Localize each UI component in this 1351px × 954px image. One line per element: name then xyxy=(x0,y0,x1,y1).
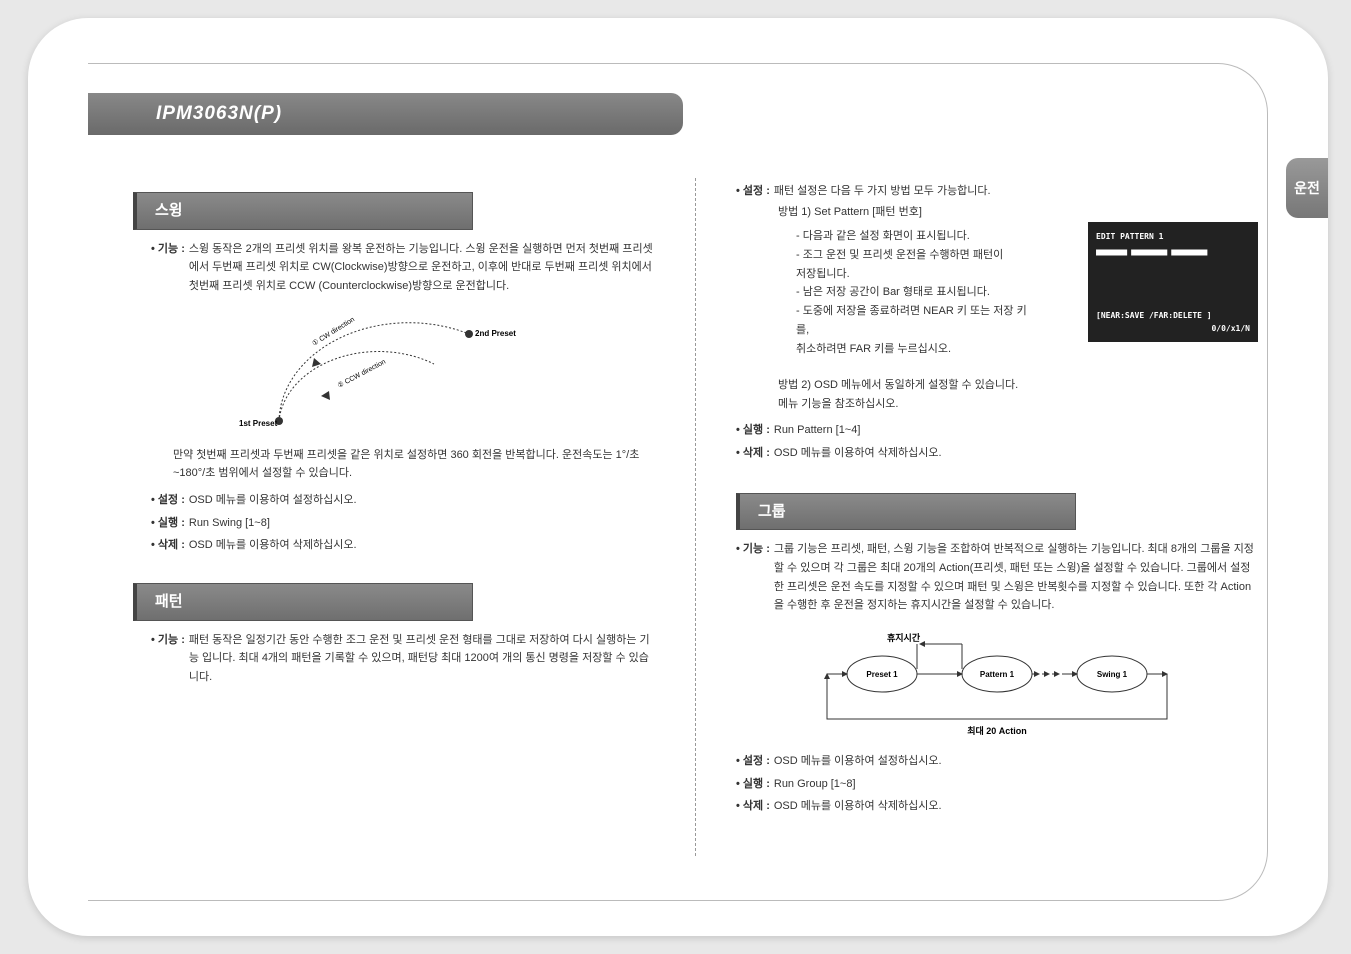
preset1-label: 1st Preset xyxy=(239,419,278,428)
pattern-func-label: • 기능 : xyxy=(151,631,185,687)
pattern-set: • 설정 : 패턴 설정은 다음 두 가지 방법 모두 가능합니다. xyxy=(736,182,1036,201)
osd-screen: EDIT PATTERN 1 ■■■■■■ ■■■■■■■ ■■■■■■■ [N… xyxy=(1088,222,1258,342)
cw-label: ① CW direction xyxy=(311,315,356,347)
svg-text:휴지시간: 휴지시간 xyxy=(887,632,921,643)
group-del: • 삭제 : OSD 메뉴를 이용하여 삭제하십시오. xyxy=(736,797,1258,816)
pattern-m1-1: - 조그 운전 및 프리셋 운전을 수행하면 패턴이 xyxy=(796,246,1036,265)
svg-text:Swing 1: Swing 1 xyxy=(1097,670,1128,679)
preset2-label: 2nd Preset xyxy=(475,329,516,338)
left-column: 스윙 • 기능 : 스윙 동작은 2개의 프리셋 위치를 왕복 운전하는 기능입… xyxy=(133,178,695,856)
pattern-set-text: 패턴 설정은 다음 두 가지 방법 모두 가능합니다. xyxy=(774,182,991,201)
group-set-label: • 설정 : xyxy=(736,752,770,771)
ccw-label: ② CCW direction xyxy=(336,357,387,389)
page-container: IPM3063N(P) 운전 스윙 • 기능 : 스윙 동작은 2개의 프리셋 … xyxy=(28,18,1328,936)
pattern-func-text: 패턴 동작은 일정기간 동안 수행한 조그 운전 및 프리셋 운전 형태를 그대… xyxy=(189,631,655,687)
pattern-run-label: • 실행 : xyxy=(736,421,770,440)
pattern-method1: 방법 1) Set Pattern [패턴 번호] xyxy=(778,203,1036,222)
pattern-m1-4: - 도중에 저장을 종료하려면 NEAR 키 또는 저장 키를, xyxy=(796,302,1036,339)
group-del-label: • 삭제 : xyxy=(736,797,770,816)
pattern-m1-3: - 남은 저장 공간이 Bar 형태로 표시됩니다. xyxy=(796,283,1036,302)
swing-func: • 기능 : 스윙 동작은 2개의 프리셋 위치를 왕복 운전하는 기능입니다.… xyxy=(151,240,655,296)
pattern-run: • 실행 : Run Pattern [1~4] xyxy=(736,421,1258,440)
group-run: • 실행 : Run Group [1~8] xyxy=(736,775,1258,794)
swing-set: • 설정 : OSD 메뉴를 이용하여 설정하십시오. xyxy=(151,491,655,510)
swing-run-label: • 실행 : xyxy=(151,514,185,533)
swing-del-label: • 삭제 : xyxy=(151,536,185,555)
pattern-del: • 삭제 : OSD 메뉴를 이용하여 삭제하십시오. xyxy=(736,444,1258,463)
swing-diagram: 1st Preset 2nd Preset ① CW direction ② C… xyxy=(239,306,549,436)
swing-note: 만약 첫번째 프리셋과 두번째 프리셋을 같은 위치로 설정하면 360 회전을… xyxy=(173,446,655,483)
osd-bars: ■■■■■■ ■■■■■■■ ■■■■■■■ xyxy=(1096,244,1250,261)
osd-title: EDIT PATTERN 1 xyxy=(1096,230,1250,244)
svg-text:최대 20 Action: 최대 20 Action xyxy=(967,725,1027,736)
group-del-text: OSD 메뉴를 이용하여 삭제하십시오. xyxy=(774,797,942,816)
section-group-title: 그룹 xyxy=(736,493,1076,531)
group-run-label: • 실행 : xyxy=(736,775,770,794)
side-tab: 운전 xyxy=(1286,158,1328,218)
group-diagram: Preset 1 Pattern 1 Swing 1 휴지시간 최 xyxy=(812,629,1182,744)
pattern-del-text: OSD 메뉴를 이용하여 삭제하십시오. xyxy=(774,444,942,463)
group-func: • 기능 : 그룹 기능은 프리셋, 패턴, 스윙 기능을 조합하여 반복적으로… xyxy=(736,540,1258,615)
osd-footer2: 0/0/x1/N xyxy=(1096,322,1250,336)
group-func-label: • 기능 : xyxy=(736,540,770,615)
header-bar: IPM3063N(P) xyxy=(88,93,683,135)
swing-func-text: 스윙 동작은 2개의 프리셋 위치를 왕복 운전하는 기능입니다. 스윙 운전을… xyxy=(189,240,655,296)
pattern-set-label: • 설정 : xyxy=(736,182,770,201)
swing-set-text: OSD 메뉴를 이용하여 설정하십시오. xyxy=(189,491,357,510)
group-func-text: 그룹 기능은 프리셋, 패턴, 스윙 기능을 조합하여 반복적으로 실행하는 기… xyxy=(774,540,1258,615)
pattern-method2b: 메뉴 기능을 참조하십시오. xyxy=(778,395,1258,414)
page-number-right: 143 xyxy=(986,872,1016,896)
group-run-text: Run Group [1~8] xyxy=(774,775,856,794)
pattern-set-block: • 설정 : 패턴 설정은 다음 두 가지 방법 모두 가능합니다. 방법 1)… xyxy=(736,182,1258,372)
osd-bottom: [NEAR:SAVE /FAR:DELETE ] 0/0/x1/N xyxy=(1096,309,1250,336)
pattern-m1-2: 저장됩니다. xyxy=(796,265,1036,284)
swing-del-text: OSD 메뉴를 이용하여 삭제하십시오. xyxy=(189,536,357,555)
section-swing-title: 스윙 xyxy=(133,192,473,230)
osd-footer1: [NEAR:SAVE /FAR:DELETE ] xyxy=(1096,309,1250,323)
svg-text:Preset 1: Preset 1 xyxy=(866,670,898,679)
pattern-del-label: • 삭제 : xyxy=(736,444,770,463)
swing-del: • 삭제 : OSD 메뉴를 이용하여 삭제하십시오. xyxy=(151,536,655,555)
swing-func-label: • 기능 : xyxy=(151,240,185,296)
swing-run-text: Run Swing [1~8] xyxy=(189,514,270,533)
group-set: • 설정 : OSD 메뉴를 이용하여 설정하십시오. xyxy=(736,752,1258,771)
swing-set-label: • 설정 : xyxy=(151,491,185,510)
group-set-text: OSD 메뉴를 이용하여 설정하십시오. xyxy=(774,752,942,771)
right-column: • 설정 : 패턴 설정은 다음 두 가지 방법 모두 가능합니다. 방법 1)… xyxy=(696,178,1273,856)
section-pattern-title: 패턴 xyxy=(133,583,473,621)
pattern-method2a: 방법 2) OSD 메뉴에서 동일하게 설정할 수 있습니다. xyxy=(778,376,1258,395)
pattern-run-text: Run Pattern [1~4] xyxy=(774,421,861,440)
pattern-func: • 기능 : 패턴 동작은 일정기간 동안 수행한 조그 운전 및 프리셋 운전… xyxy=(151,631,655,687)
pattern-m1-5: 취소하려면 FAR 키를 누르십시오. xyxy=(796,340,1036,359)
page-number-left: 142 xyxy=(348,872,378,896)
swing-run: • 실행 : Run Swing [1~8] xyxy=(151,514,655,533)
columns: 스윙 • 기능 : 스윙 동작은 2개의 프리셋 위치를 왕복 운전하는 기능입… xyxy=(133,178,1273,856)
pattern-m1-0: - 다음과 같은 설정 화면이 표시됩니다. xyxy=(796,227,1036,246)
header-title: IPM3063N(P) xyxy=(156,103,282,125)
svg-text:Pattern 1: Pattern 1 xyxy=(980,670,1015,679)
